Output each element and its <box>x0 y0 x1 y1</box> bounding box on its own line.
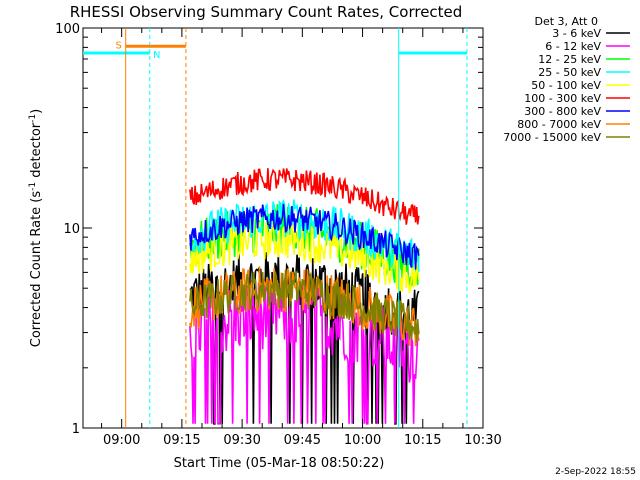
legend-label: 12 - 25 keV <box>538 53 601 66</box>
legend-label: 300 - 800 keV <box>524 105 601 118</box>
data-layer: SN <box>83 28 468 428</box>
x-tick-label: 10:00 <box>344 433 381 448</box>
legend-label: 50 - 100 keV <box>531 79 601 92</box>
series-line <box>189 266 420 347</box>
legend-label: 7000 - 15000 keV <box>503 131 601 144</box>
x-tick-label: 09:15 <box>163 433 200 448</box>
saa-label: S <box>116 40 122 51</box>
y-tick-label: 100 <box>55 22 80 37</box>
x-tick-label: 09:30 <box>223 433 260 448</box>
series-line <box>189 203 420 270</box>
x-tick-label: 10:30 <box>464 433 501 448</box>
x-tick-label: 09:45 <box>284 433 321 448</box>
y-axis: 1 10 100 <box>55 22 483 437</box>
series-line <box>189 278 420 425</box>
x-tick-label: 10:15 <box>404 433 441 448</box>
legend-label: 3 - 6 keV <box>552 27 601 40</box>
y-tick-label: 10 <box>63 222 80 237</box>
night-label: N <box>153 50 160 61</box>
y-axis-label: Corrected Count Rate (s-1 detector-1) <box>28 109 44 347</box>
legend-header: Det 3, Att 0 <box>535 15 599 28</box>
chart-title: RHESSI Observing Summary Count Rates, Co… <box>70 3 463 21</box>
legend-label: 6 - 12 keV <box>545 40 601 53</box>
legend-label: 100 - 300 keV <box>524 92 601 105</box>
series-line <box>189 269 420 343</box>
x-tick-label: 09:00 <box>103 433 140 448</box>
legend-label: 800 - 7000 keV <box>517 118 601 131</box>
y-tick-label: 1 <box>72 422 80 437</box>
legend-label: 25 - 50 keV <box>538 66 601 79</box>
generation-date: 2-Sep-2022 18:55 <box>555 467 636 477</box>
x-axis-label: Start Time (05-Mar-18 08:50:22) <box>174 456 385 471</box>
x-axis: 09:00 09:15 09:30 09:45 10:00 10:15 10:30 <box>101 28 502 448</box>
series-line <box>189 168 420 225</box>
